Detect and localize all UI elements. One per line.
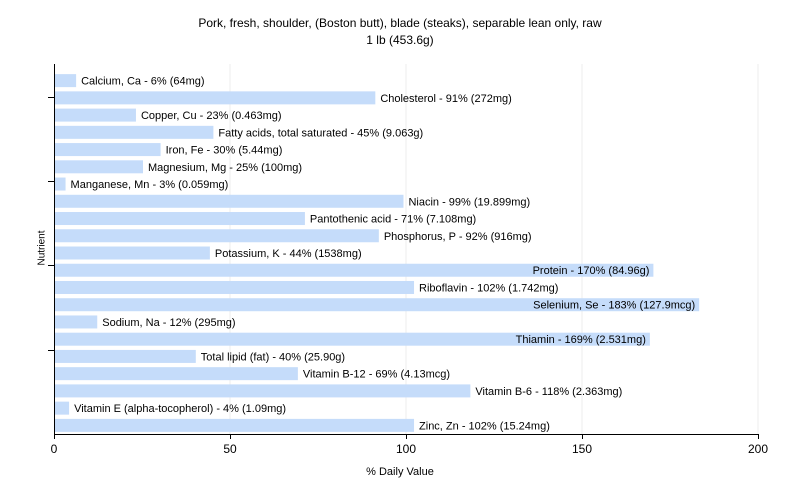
bar	[55, 143, 161, 157]
bar	[55, 177, 66, 191]
x-tick-label: 50	[223, 442, 237, 456]
bar	[55, 315, 98, 329]
data-label: Protein - 170% (84.96g)	[533, 265, 650, 277]
y-axis-label: Nutrient	[36, 230, 48, 266]
data-label: Magnesium, Mg - 25% (100mg)	[148, 162, 302, 174]
bar	[55, 91, 376, 105]
data-label: Manganese, Mn - 3% (0.059mg)	[71, 179, 229, 191]
bar	[55, 349, 196, 363]
data-label: Potassium, K - 44% (1538mg)	[215, 248, 362, 260]
bar	[55, 418, 415, 432]
x-tick-label: 100	[396, 442, 416, 456]
x-tick-label: 0	[51, 442, 58, 456]
x-tick-label: 150	[572, 442, 592, 456]
bar	[55, 160, 143, 174]
data-label: Pantothenic acid - 71% (7.108mg)	[310, 214, 476, 226]
chart-title: Pork, fresh, shoulder, (Boston butt), bl…	[198, 16, 602, 30]
bar	[55, 263, 654, 277]
bar	[55, 74, 77, 88]
bar	[55, 401, 70, 415]
bar	[55, 280, 415, 294]
data-label: Riboflavin - 102% (1.742mg)	[419, 282, 558, 294]
data-label: Selenium, Se - 183% (127.9mcg)	[533, 300, 695, 312]
data-label: Calcium, Ca - 6% (64mg)	[81, 76, 204, 88]
data-label: Vitamin B-6 - 118% (2.363mg)	[475, 386, 622, 398]
bar	[55, 332, 650, 346]
bar	[55, 229, 379, 243]
data-label: Sodium, Na - 12% (295mg)	[102, 317, 235, 329]
data-label: Fatty acids, total saturated - 45% (9.06…	[218, 127, 423, 139]
data-label: Iron, Fe - 30% (5.44mg)	[166, 145, 283, 157]
data-label: Niacin - 99% (19.899mg)	[408, 196, 530, 208]
data-label: Cholesterol - 91% (272mg)	[380, 93, 511, 105]
bar	[55, 125, 214, 139]
data-label: Total lipid (fat) - 40% (25.90g)	[201, 351, 345, 363]
bar	[55, 367, 298, 381]
x-axis-label: % Daily Value	[366, 466, 434, 478]
x-tick-label: 200	[748, 442, 768, 456]
data-label: Copper, Cu - 23% (0.463mg)	[141, 110, 282, 122]
data-label: Phosphorus, P - 92% (916mg)	[384, 231, 532, 243]
axes: 0 50 100 150 200	[48, 64, 768, 456]
bar	[55, 212, 305, 226]
bars: Calcium, Ca - 6% (64mg) Cholesterol - 91%…	[55, 74, 700, 432]
bar	[55, 384, 471, 398]
data-label: Vitamin E (alpha-tocopherol) - 4% (1.09m…	[74, 403, 286, 415]
data-label: Zinc, Zn - 102% (15.24mg)	[419, 420, 550, 432]
chart-subtitle: 1 lb (453.6g)	[366, 33, 434, 47]
bar	[55, 194, 404, 208]
bar	[55, 298, 700, 312]
bar	[55, 108, 136, 122]
data-label: Vitamin B-12 - 69% (4.13mcg)	[303, 369, 450, 381]
bar	[55, 246, 210, 260]
data-label: Thiamin - 169% (2.531mg)	[516, 334, 646, 346]
